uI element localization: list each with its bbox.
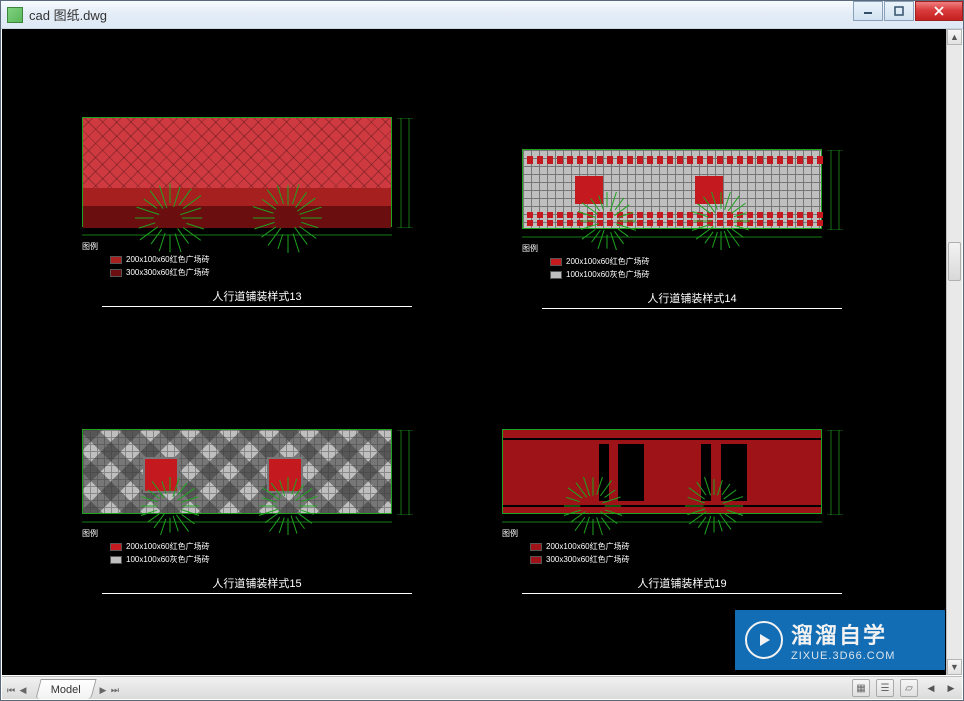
legend-item: 200x100x60红色广场砖 (110, 541, 432, 552)
drawing-panel-p19: 图例200x100x60红色广场砖300x300x60红色广场砖人行道铺装样式1… (502, 429, 862, 594)
maximize-icon (894, 6, 904, 16)
scroll-up-arrow[interactable]: ▲ (947, 29, 962, 45)
app-icon (7, 7, 23, 23)
legend-item: 200x100x60红色广场砖 (550, 256, 862, 267)
legend-item: 300x300x60红色广场砖 (110, 267, 432, 278)
hscroll-left[interactable]: ◀ (924, 683, 938, 694)
model-tab[interactable]: Model (35, 679, 96, 699)
tab-nav: ⏮ ◀ (6, 683, 28, 697)
tab-first-button[interactable]: ⏮ (6, 683, 16, 697)
plant-icon (253, 183, 323, 253)
maximize-button[interactable] (884, 1, 914, 21)
panel-title: 人行道铺装样式14 (542, 290, 842, 309)
pattern-box (522, 149, 822, 229)
tab-last-button[interactable]: ⏭ (110, 683, 120, 697)
plant-icon (135, 183, 205, 253)
status-icon-b[interactable]: ☰ (876, 679, 894, 697)
minimize-button[interactable] (853, 1, 883, 21)
titlebar[interactable]: cad 图纸.dwg (1, 1, 963, 29)
watermark-sub: ZIXUE.3D66.COM (791, 650, 895, 662)
pattern-box (502, 429, 822, 514)
pattern-box (82, 429, 392, 514)
close-icon (933, 6, 945, 16)
close-button[interactable] (915, 1, 963, 21)
scroll-down-arrow[interactable]: ▼ (947, 659, 962, 675)
tab-nav-after: ▶ ⏭ (98, 683, 120, 697)
vertical-scrollbar[interactable]: ▲ ▼ (946, 29, 962, 675)
legend-item: 100x100x60灰色广场砖 (550, 269, 862, 280)
watermark-brand: 溜溜自学 (791, 618, 895, 650)
drawing-panel-p14: 图例200x100x60红色广场砖100x100x60灰色广场砖人行道铺装样式1… (522, 149, 862, 309)
panel-title: 人行道铺装样式15 (102, 575, 412, 594)
legend-item: 200x100x60红色广场砖 (110, 254, 432, 265)
drawing-canvas[interactable]: 图例200x100x60红色广场砖300x300x60红色广场砖人行道铺装样式1… (2, 29, 946, 675)
model-tab-label: Model (51, 684, 81, 696)
panel-title: 人行道铺装样式13 (102, 288, 412, 307)
scroll-thumb[interactable] (948, 242, 961, 281)
watermark: 溜溜自学 ZIXUE.3D66.COM (735, 610, 945, 670)
legend: 图例200x100x60红色广场砖300x300x60红色广场砖 (502, 528, 862, 565)
legend-item: 100x100x60灰色广场砖 (110, 554, 432, 565)
legend: 图例200x100x60红色广场砖100x100x60灰色广场砖 (82, 528, 432, 565)
drawing-panel-p13: 图例200x100x60红色广场砖300x300x60红色广场砖人行道铺装样式1… (82, 117, 432, 307)
tab-next-button[interactable]: ▶ (98, 683, 108, 697)
panel-title: 人行道铺装样式19 (522, 575, 842, 594)
client-area: 图例200x100x60红色广场砖300x300x60红色广场砖人行道铺装样式1… (2, 29, 962, 675)
window-title: cad 图纸.dwg (29, 5, 107, 24)
status-icon-a[interactable]: ▦ (852, 679, 870, 697)
watermark-play-icon (745, 621, 783, 659)
statusbar-right: ▦ ☰ ▱ ◀ ▶ (852, 677, 962, 699)
bottom-bar: ⏮ ◀ Model ▶ ⏭ ▦ ☰ ▱ ◀ ▶ (2, 676, 962, 699)
status-icon-c[interactable]: ▱ (900, 679, 918, 697)
legend-item: 200x100x60红色广场砖 (530, 541, 862, 552)
hscroll-right[interactable]: ▶ (944, 683, 958, 694)
drawing-panel-p15: 图例200x100x60红色广场砖100x100x60灰色广场砖人行道铺装样式1… (82, 429, 432, 594)
minimize-icon (863, 6, 873, 16)
app-window: cad 图纸.dwg 图例200x100x60红色广场砖300x300x60红色… (0, 0, 964, 701)
legend-item: 300x300x60红色广场砖 (530, 554, 862, 565)
tab-prev-button[interactable]: ◀ (18, 683, 28, 697)
pattern-box (82, 117, 392, 227)
window-buttons (852, 1, 963, 21)
